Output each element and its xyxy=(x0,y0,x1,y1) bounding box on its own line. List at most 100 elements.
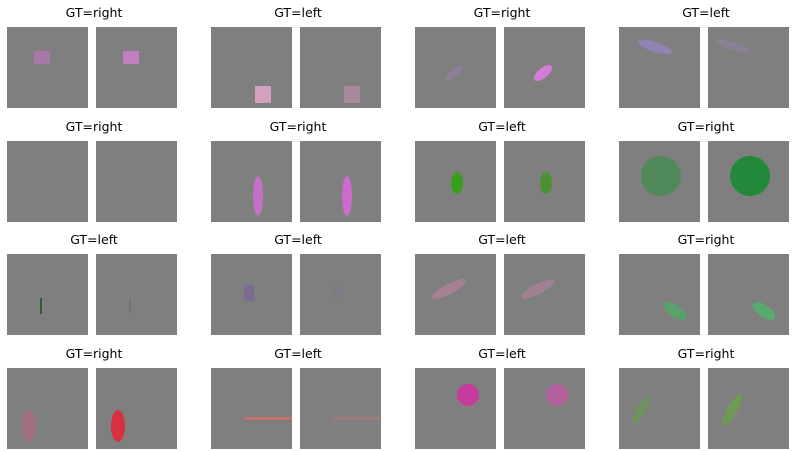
pair-title: GT=right xyxy=(677,119,735,134)
stimulus-canvas xyxy=(342,176,352,216)
stimulus-shape xyxy=(637,39,673,55)
stimulus-canvas xyxy=(7,141,88,222)
stimulus-panel-left xyxy=(415,254,496,335)
pair-title: GT=right xyxy=(65,5,123,20)
stimulus-panel-left xyxy=(619,27,700,108)
stimulus-panel-left xyxy=(7,368,88,449)
stimulus-shape xyxy=(752,302,776,320)
stimulus-panel-right xyxy=(300,27,381,108)
stimulus-shape xyxy=(40,298,42,314)
stimulus-panel-right xyxy=(504,254,585,335)
stimulus-panel-left xyxy=(211,368,292,449)
stimulus-shape xyxy=(457,384,479,406)
comparison-pair: GT=left xyxy=(211,5,385,109)
pair-title: GT=left xyxy=(682,5,730,20)
stimulus-panel-right xyxy=(96,254,177,335)
stimulus-shape xyxy=(244,285,254,301)
stimulus-panel-right xyxy=(708,368,789,449)
stimulus-shape xyxy=(255,86,271,103)
stimulus-shape xyxy=(34,51,50,64)
stimulus-panel-right xyxy=(96,141,177,222)
stimulus-panel-left xyxy=(7,254,88,335)
stimulus-canvas xyxy=(663,302,687,320)
stimulus-canvas xyxy=(533,64,553,82)
stimulus-panel-right xyxy=(96,27,177,108)
stimulus-shape xyxy=(521,279,555,299)
comparison-pair: GT=right xyxy=(7,119,181,223)
stimulus-canvas xyxy=(333,417,381,420)
comparison-pair: GT=left xyxy=(7,232,181,336)
stimulus-panel-left xyxy=(7,27,88,108)
stimulus-panel-right xyxy=(504,27,585,108)
stimulus-canvas xyxy=(96,141,177,222)
stimulus-canvas xyxy=(111,410,125,442)
pair-title: GT=left xyxy=(274,232,322,247)
stimulus-panel-left xyxy=(211,27,292,108)
stimulus-panel-left xyxy=(211,254,292,335)
comparison-pair: GT=left xyxy=(415,232,589,336)
comparison-pair: GT=right xyxy=(619,232,793,336)
stimulus-panel-right xyxy=(708,254,789,335)
pair-title: GT=left xyxy=(274,346,322,361)
comparison-pair: GT=right xyxy=(7,346,181,450)
comparison-pair: GT=right xyxy=(619,119,793,223)
stimulus-canvas xyxy=(253,176,263,216)
stimulus-canvas xyxy=(244,417,292,420)
stimulus-shape xyxy=(111,410,125,442)
stimulus-shape xyxy=(432,279,466,299)
pair-title: GT=right xyxy=(473,5,531,20)
pair-title: GT=right xyxy=(65,346,123,361)
comparison-pair: GT=left xyxy=(211,232,385,336)
stimulus-canvas xyxy=(344,86,360,103)
comparison-pair: GT=left xyxy=(415,119,589,223)
stimulus-panel-left xyxy=(415,368,496,449)
stimulus-canvas xyxy=(40,298,42,314)
stimulus-canvas xyxy=(22,410,36,442)
stimulus-shape xyxy=(129,299,131,313)
stimulus-panel-left xyxy=(415,141,496,222)
stimulus-canvas xyxy=(451,172,463,194)
stimulus-canvas xyxy=(521,279,555,299)
stimulus-canvas xyxy=(715,39,751,53)
pair-title: GT=left xyxy=(478,346,526,361)
stimulus-shape xyxy=(540,172,552,194)
stimulus-canvas xyxy=(129,299,131,313)
comparison-pair: GT=right xyxy=(415,5,589,109)
stimulus-canvas xyxy=(445,65,463,81)
stimulus-panel-left xyxy=(619,368,700,449)
stimulus-shape xyxy=(333,285,343,299)
stimulus-canvas xyxy=(730,156,770,196)
comparison-pair: GT=right xyxy=(211,119,385,223)
stimulus-canvas xyxy=(637,39,673,55)
stimulus-panel-right xyxy=(504,141,585,222)
comparison-pair: GT=left xyxy=(619,5,793,109)
stimulus-shape xyxy=(244,417,292,420)
stimulus-canvas xyxy=(255,86,271,103)
stimulus-canvas xyxy=(244,285,254,301)
stimulus-shape xyxy=(253,176,263,216)
stimulus-panel-right xyxy=(708,27,789,108)
stimulus-shape xyxy=(333,417,381,420)
stimulus-shape xyxy=(445,65,463,81)
stimulus-shape xyxy=(546,384,568,406)
stimulus-canvas xyxy=(540,172,552,194)
stimulus-shape xyxy=(641,156,681,196)
stimulus-canvas xyxy=(631,395,651,425)
stimulus-shape xyxy=(663,302,687,320)
pair-title: GT=right xyxy=(65,119,123,134)
stimulus-panel-right xyxy=(504,368,585,449)
comparison-pair: GT=right xyxy=(7,5,181,109)
stimulus-panel-left xyxy=(211,141,292,222)
stimulus-canvas xyxy=(722,394,742,426)
stimulus-shape xyxy=(22,410,36,442)
stimulus-shape xyxy=(123,51,139,64)
stimulus-shape xyxy=(344,86,360,103)
stimulus-shape xyxy=(342,176,352,216)
stimulus-panel-left xyxy=(7,141,88,222)
pair-title: GT=left xyxy=(274,5,322,20)
stimulus-shape xyxy=(730,156,770,196)
stimulus-canvas xyxy=(432,279,466,299)
stimulus-panel-left xyxy=(619,141,700,222)
stimulus-canvas xyxy=(546,384,568,406)
